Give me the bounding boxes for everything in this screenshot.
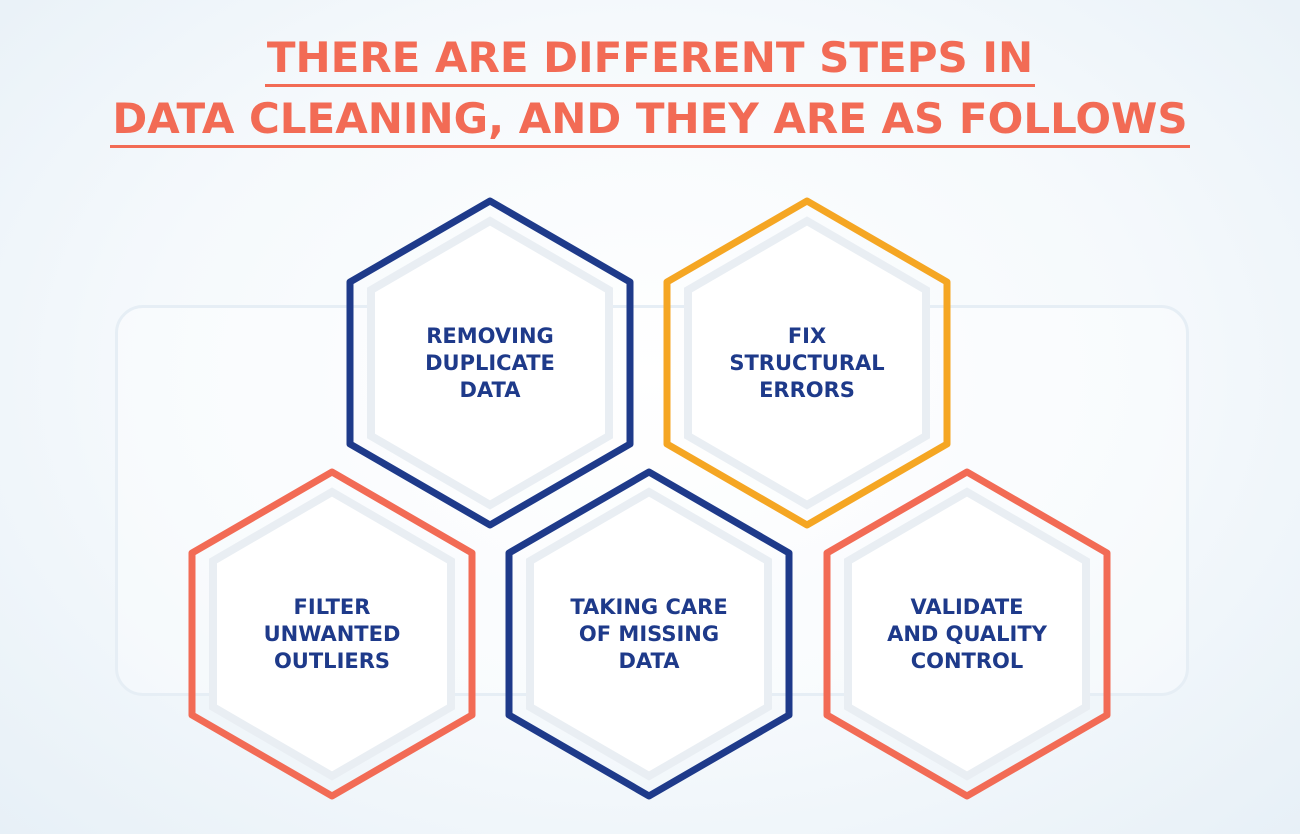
step-label: FIX STRUCTURAL ERRORS xyxy=(729,323,885,402)
step-label: TAKING CARE OF MISSING DATA xyxy=(570,594,728,673)
step-label: VALIDATE AND QUALITY CONTROL xyxy=(887,594,1047,673)
step-label: REMOVING DUPLICATE DATA xyxy=(425,323,555,402)
step-label: FILTER UNWANTED OUTLIERS xyxy=(263,594,401,673)
step-hexagon-validate-and-quality-control: VALIDATE AND QUALITY CONTROL xyxy=(822,468,1112,800)
title-line-1: THERE ARE DIFFERENT STEPS IN xyxy=(264,34,1036,87)
hexagon-shape xyxy=(663,197,951,529)
hexagon-shape xyxy=(823,468,1111,800)
hexagon-shape xyxy=(188,468,476,800)
hexagon-shape xyxy=(505,468,793,800)
step-hexagon-filter-unwanted-outliers: FILTER UNWANTED OUTLIERS xyxy=(187,468,477,800)
step-hexagon-taking-care-of-missing-data: TAKING CARE OF MISSING DATA xyxy=(504,468,794,800)
title-line-2: DATA CLEANING, AND THEY ARE AS FOLLOWS xyxy=(110,95,1190,148)
hexagon-shape xyxy=(346,197,634,529)
page-title: THERE ARE DIFFERENT STEPS IN DATA CLEANI… xyxy=(0,34,1300,148)
step-hexagon-removing-duplicate-data: REMOVING DUPLICATE DATA xyxy=(345,197,635,529)
step-hexagon-fix-structural-errors: FIX STRUCTURAL ERRORS xyxy=(662,197,952,529)
